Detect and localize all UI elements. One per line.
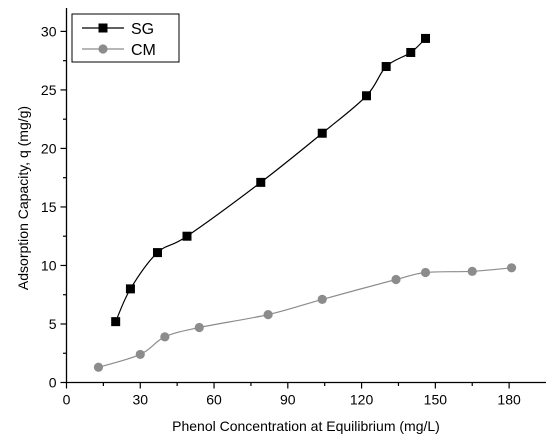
axes [65,8,546,384]
data-point-sg [125,284,135,294]
data-point-cm [160,332,170,342]
data-point-sg [111,317,121,327]
series-line-sg [115,37,426,322]
data-point-sg [152,248,162,258]
data-point-sg [421,33,431,43]
y-tick-label: 15 [41,199,57,215]
x-tick-label: 120 [350,392,374,408]
x-tick-label: 60 [206,392,222,408]
legend-label-cm: CM [131,42,156,59]
data-point-cm [263,310,273,320]
y-tick-label: 20 [41,140,57,156]
data-point-sg [381,62,391,72]
legend: SG CM [71,13,180,63]
data-point-sg [317,128,327,138]
series-line-cm [98,267,512,368]
data-point-cm [194,322,204,333]
data-point-cm [391,274,401,285]
series-layer [93,33,517,372]
x-tick-label: 30 [132,392,148,408]
data-point-sg [182,231,192,241]
data-point-cm [317,294,327,305]
data-point-sg [256,177,266,187]
series-sg [111,33,431,327]
data-point-cm [93,362,104,372]
legend-label-sg: SG [131,21,154,38]
x-axis-ticks: 0 30 60 90 120 150 180 [63,382,521,408]
y-tick-label: 30 [41,23,57,39]
legend-marker-cm [98,44,108,54]
legend-entries: SG CM [82,21,156,59]
x-axis-label: Phenol Concentration at Equilibrium (mg/… [172,418,440,434]
x-tick-label: 0 [63,392,71,408]
y-tick-label: 25 [41,82,57,98]
y-tick-label: 10 [41,257,57,273]
legend-box [71,13,180,63]
x-tick-label: 180 [497,392,521,408]
data-point-cm [420,267,431,278]
x-tick-label: 90 [280,392,296,408]
x-tick-label: 150 [424,392,448,408]
data-point-sg [361,91,371,101]
series-cm [93,263,517,372]
y-tick-label: 0 [49,375,57,391]
y-axis-ticks: 0 5 10 15 20 25 30 [41,23,67,391]
legend-marker-sg [98,23,108,33]
data-point-cm [135,349,145,360]
data-point-sg [406,47,416,57]
data-point-cm [467,266,477,276]
y-tick-label: 5 [49,316,57,332]
y-axis-label: Adsorption Capacity, q (mg/g) [15,106,31,290]
data-point-cm [506,263,517,273]
plot-frame [65,8,546,384]
